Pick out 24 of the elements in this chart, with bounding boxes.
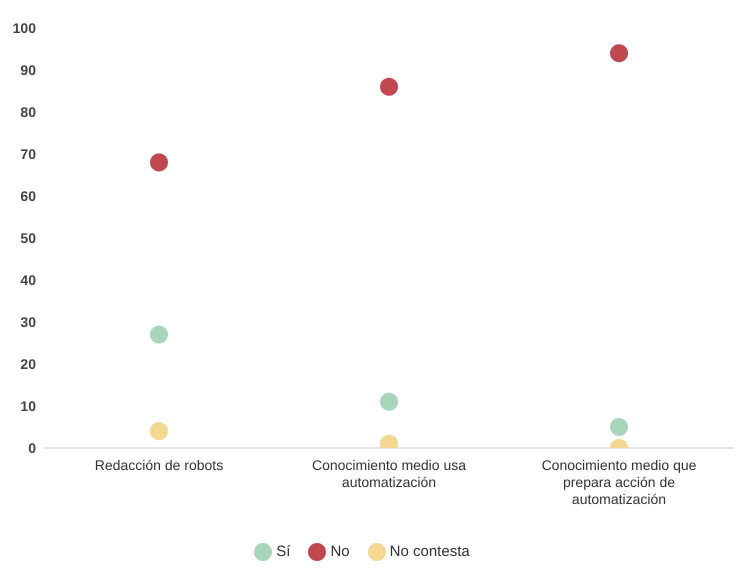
point (380, 392, 398, 411)
x-tick-label: Redacción de robots (94, 456, 224, 473)
point (150, 422, 168, 440)
point (150, 326, 168, 344)
y-tick-label: 50 (20, 230, 36, 246)
point (610, 418, 628, 436)
y-tick-label: 10 (20, 398, 36, 414)
point (610, 44, 628, 62)
y-tick-label: 80 (20, 104, 36, 120)
y-tick-label: 30 (20, 314, 36, 330)
point (380, 78, 398, 96)
legend-label: Sí (276, 542, 290, 560)
legend-label: No (330, 542, 350, 560)
y-tick-label: 60 (20, 188, 36, 204)
y-tick-label: 20 (20, 356, 36, 372)
y-tick-label: 0 (28, 440, 36, 456)
y-tick-label: 40 (20, 272, 36, 288)
y-tick-label: 70 (20, 146, 36, 162)
legend-label: No contesta (390, 542, 470, 560)
y-tick-label: 100 (12, 20, 36, 36)
x-tick-label: Conocimiento medio que prepara acción de automatización (542, 456, 697, 507)
point (150, 153, 168, 172)
x-tick-label: Conocimiento medio usa automatización (312, 456, 466, 490)
y-tick-label: 90 (20, 62, 36, 78)
